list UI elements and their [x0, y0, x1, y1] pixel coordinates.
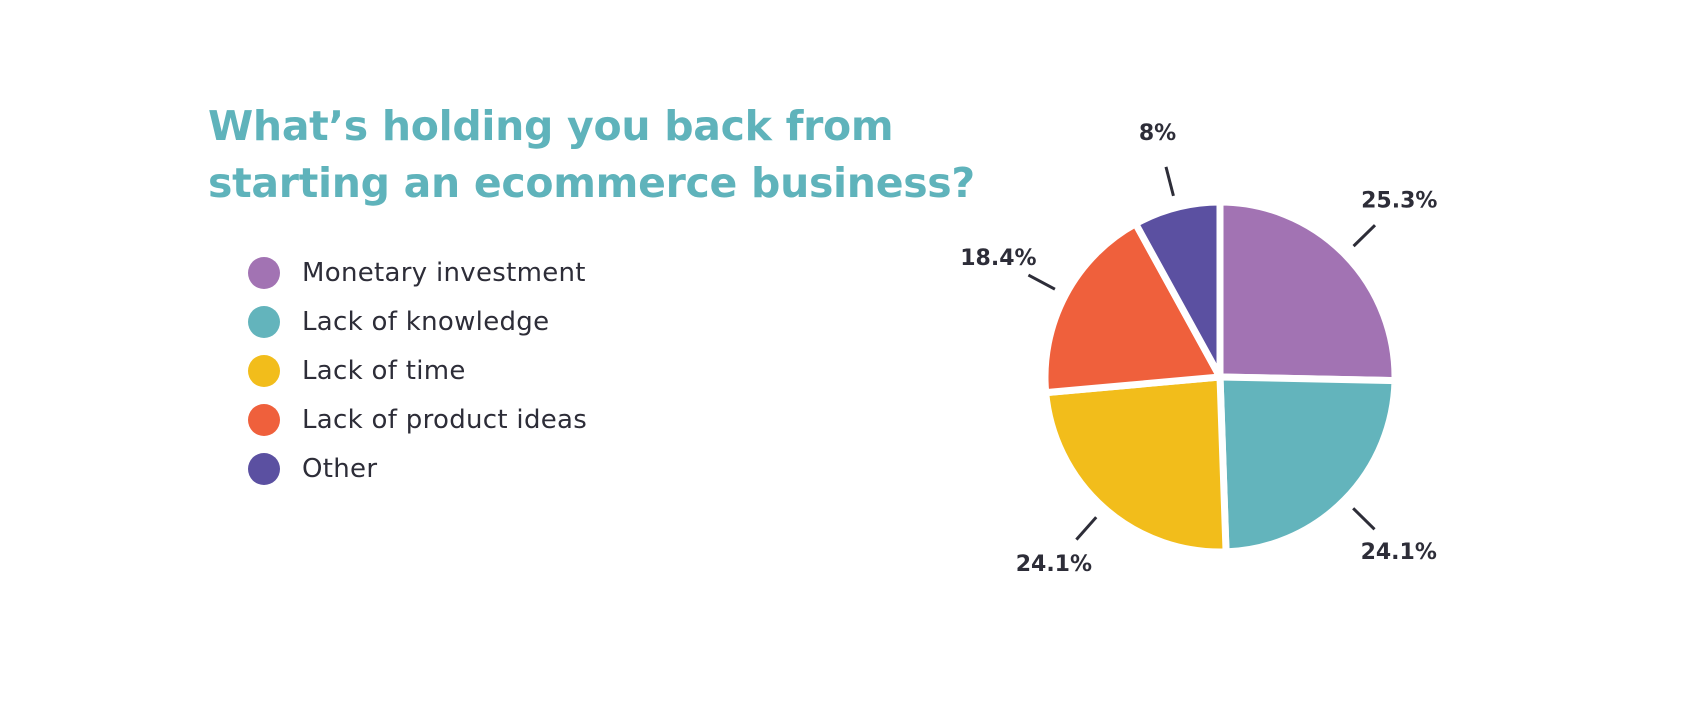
pie-slice-monetary-investment — [1216, 198, 1399, 385]
pie-slice-lack-of-knowledge — [1216, 373, 1399, 556]
legend-label: Lack of knowledge — [302, 306, 550, 337]
legend-label: Lack of time — [302, 355, 466, 386]
data-label: 8% — [1139, 121, 1176, 146]
legend-swatch — [248, 354, 280, 387]
data-label: 24.1% — [1361, 540, 1437, 565]
chart-title: What’s holding you back from starting an… — [208, 102, 975, 207]
legend-item-lack-of-time: Lack of time — [248, 346, 587, 395]
legend-swatch — [248, 452, 280, 485]
legend-item-monetary-investment: Monetary investment — [248, 248, 587, 297]
leader-line — [1027, 273, 1056, 291]
pie-slice-lack-of-time — [1041, 373, 1230, 556]
pie-slice-other — [1130, 198, 1224, 379]
legend-swatch — [248, 256, 280, 289]
leader-line — [1075, 516, 1098, 541]
legend-swatch — [248, 403, 280, 436]
legend-label: Monetary investment — [302, 257, 586, 288]
legend-label: Other — [302, 453, 378, 484]
legend-swatch — [248, 305, 280, 338]
pie-slice-lack-of-product-ideas — [1041, 218, 1226, 397]
data-label: 18.4% — [960, 246, 1036, 271]
data-label: 24.1% — [1016, 552, 1092, 577]
leader-line — [1352, 507, 1376, 531]
legend-item-lack-of-knowledge: Lack of knowledge — [248, 297, 587, 346]
data-label: 25.3% — [1361, 188, 1437, 213]
legend-label: Lack of product ideas — [302, 404, 588, 435]
leader-line — [1352, 224, 1377, 248]
legend-item-other: Other — [248, 444, 587, 493]
legend: Monetary investment Lack of knowledge La… — [248, 248, 587, 493]
leader-line — [1164, 166, 1175, 197]
legend-item-lack-of-product-ideas: Lack of product ideas — [248, 395, 587, 444]
